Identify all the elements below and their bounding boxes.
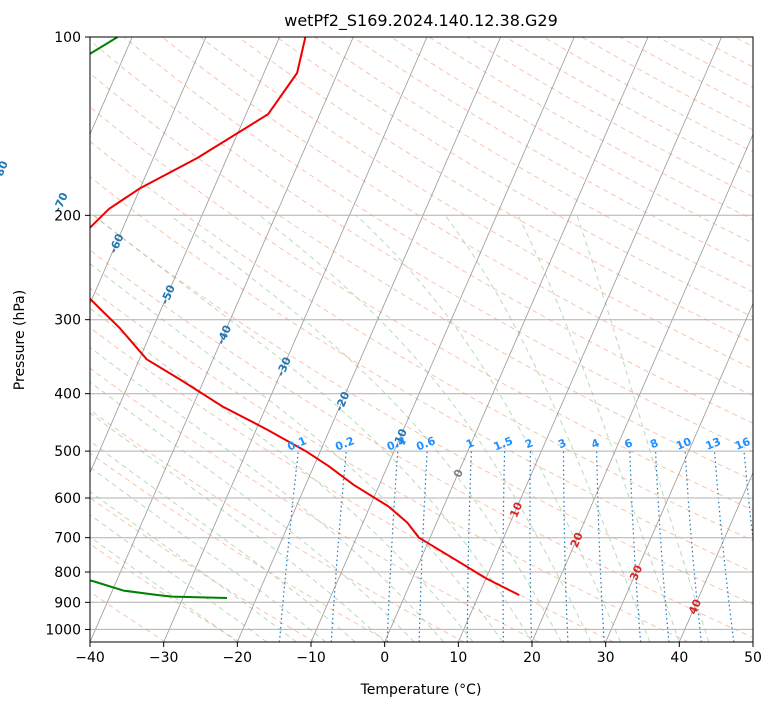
y-tick-label: 200 <box>54 208 81 224</box>
x-tick-label: 20 <box>523 650 541 666</box>
x-tick-label: −40 <box>75 650 105 666</box>
y-tick-label: 100 <box>54 30 81 46</box>
y-tick-label: 600 <box>54 491 81 507</box>
x-tick-label: −30 <box>149 650 179 666</box>
chart-title: wetPf2_S169.2024.140.12.38.G29 <box>284 11 558 31</box>
y-tick-label: 900 <box>54 595 81 611</box>
x-axis-label: Temperature (°C) <box>360 682 482 698</box>
x-tick-label: −10 <box>296 650 326 666</box>
y-tick-label: 1000 <box>45 622 81 638</box>
y-axis-label: Pressure (hPa) <box>12 290 28 390</box>
x-tick-label: 30 <box>597 650 615 666</box>
y-tick-label: 800 <box>54 565 81 581</box>
y-tick-label: 400 <box>54 387 81 403</box>
y-tick-label: 300 <box>54 313 81 329</box>
y-tick-label: 700 <box>54 531 81 547</box>
x-tick-label: 10 <box>449 650 467 666</box>
x-tick-label: 0 <box>380 650 389 666</box>
y-tick-label: 500 <box>54 444 81 460</box>
x-tick-label: 50 <box>744 650 762 666</box>
x-tick-label: −20 <box>223 650 253 666</box>
x-tick-label: 40 <box>670 650 688 666</box>
